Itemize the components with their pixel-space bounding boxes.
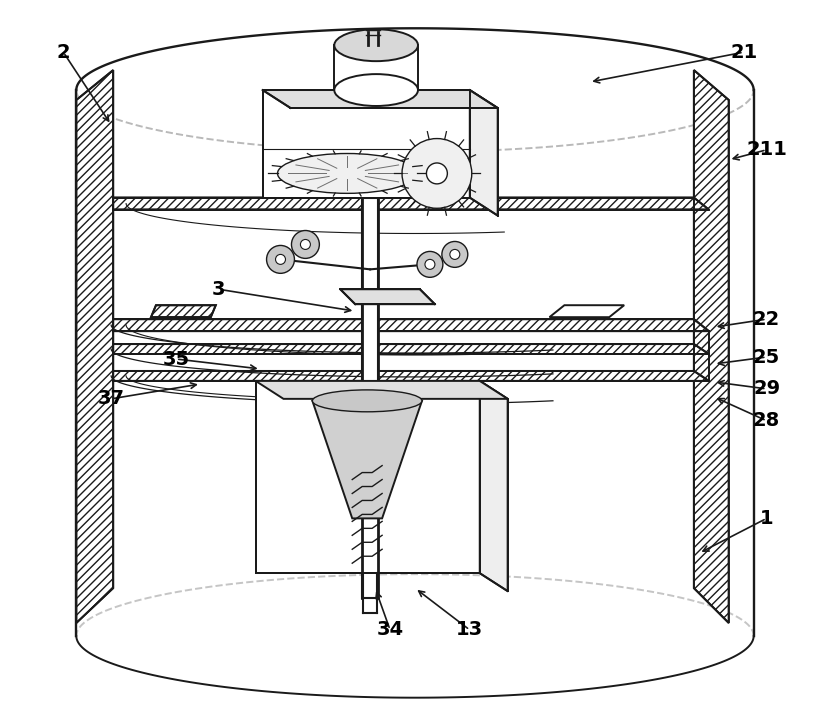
Text: 21: 21 bbox=[730, 42, 757, 62]
Circle shape bbox=[425, 260, 435, 270]
Ellipse shape bbox=[278, 153, 417, 193]
Text: 29: 29 bbox=[753, 380, 780, 398]
Circle shape bbox=[275, 255, 285, 265]
Polygon shape bbox=[469, 90, 497, 216]
Circle shape bbox=[427, 163, 447, 184]
Text: 37: 37 bbox=[98, 390, 125, 408]
Circle shape bbox=[292, 231, 320, 258]
Polygon shape bbox=[262, 90, 469, 198]
Polygon shape bbox=[312, 400, 422, 518]
Polygon shape bbox=[363, 198, 378, 598]
Ellipse shape bbox=[312, 390, 422, 412]
Text: 211: 211 bbox=[746, 140, 787, 160]
Polygon shape bbox=[113, 344, 709, 354]
Text: 28: 28 bbox=[753, 411, 780, 430]
Circle shape bbox=[266, 245, 294, 273]
Polygon shape bbox=[113, 319, 709, 331]
Text: 34: 34 bbox=[376, 620, 404, 639]
Circle shape bbox=[442, 242, 468, 267]
Text: 2: 2 bbox=[57, 42, 70, 62]
Polygon shape bbox=[113, 198, 709, 209]
Polygon shape bbox=[340, 289, 435, 304]
Text: 22: 22 bbox=[753, 310, 780, 329]
Polygon shape bbox=[256, 381, 508, 399]
Text: 35: 35 bbox=[163, 349, 190, 369]
Polygon shape bbox=[335, 45, 418, 90]
Circle shape bbox=[300, 239, 311, 249]
Polygon shape bbox=[76, 70, 113, 623]
Circle shape bbox=[417, 252, 443, 278]
Circle shape bbox=[450, 249, 459, 260]
Ellipse shape bbox=[335, 29, 418, 61]
Polygon shape bbox=[151, 305, 215, 317]
Polygon shape bbox=[113, 371, 709, 381]
Circle shape bbox=[402, 139, 472, 209]
Polygon shape bbox=[256, 381, 480, 573]
Polygon shape bbox=[480, 381, 508, 591]
Text: 13: 13 bbox=[456, 620, 483, 639]
Text: 3: 3 bbox=[212, 280, 225, 299]
Polygon shape bbox=[262, 90, 497, 108]
Ellipse shape bbox=[335, 74, 418, 106]
Text: 25: 25 bbox=[753, 347, 780, 367]
Text: 1: 1 bbox=[760, 509, 774, 528]
Polygon shape bbox=[549, 305, 624, 317]
Polygon shape bbox=[694, 70, 729, 623]
